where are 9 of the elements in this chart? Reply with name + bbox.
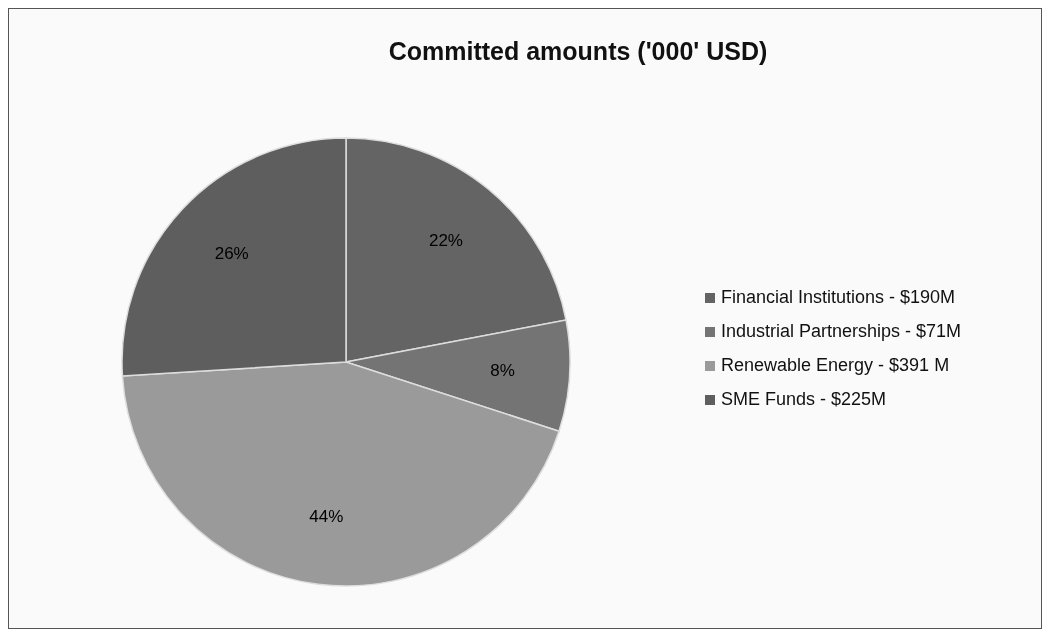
data-label: 26% (214, 244, 249, 264)
data-label: 8% (490, 361, 515, 381)
legend-label: Industrial Partnerships - $71M (721, 320, 962, 341)
legend-label: Financial Institutions - $190M (721, 286, 956, 307)
chart-title: Committed amounts ('000' USD) (388, 37, 768, 65)
data-label: 44% (309, 507, 344, 527)
legend-label: SME Funds - $225M (721, 388, 887, 409)
data-label: 22% (428, 230, 463, 250)
legend-label: Renewable Energy - $391 M (721, 354, 950, 375)
